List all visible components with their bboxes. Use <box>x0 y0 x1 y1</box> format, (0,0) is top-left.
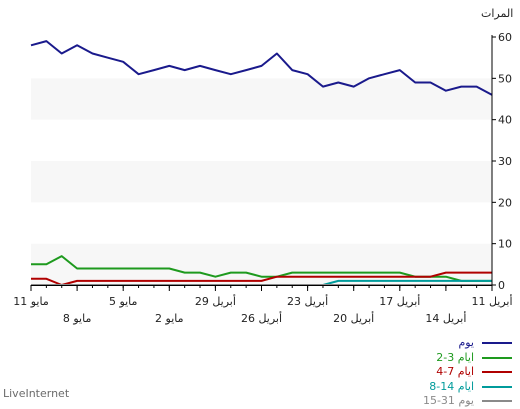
plot-band <box>31 243 492 285</box>
x-tick-label: 23 أبريل <box>287 294 328 308</box>
legend-item: 2-3 ايام <box>423 351 512 366</box>
legend-label: يوم <box>458 336 474 349</box>
legend-label: 4-7 ايام <box>436 365 474 378</box>
plot-band <box>31 202 492 244</box>
x-tick-label: 29 أبريل <box>195 294 236 308</box>
x-tick-label: 11 مايو <box>13 295 49 308</box>
legend-label: 15-31 يوم <box>422 394 474 407</box>
legend-swatch <box>482 356 512 359</box>
x-tick-label: 5 مايو <box>109 295 138 308</box>
legend-swatch <box>482 400 512 403</box>
series-line <box>30 40 493 96</box>
legend-label: 8-14 ايام <box>429 379 474 393</box>
plot-background <box>31 37 492 285</box>
line-chart: 0 10 20 30 40 50 60 11 مايو 5 مايو 29 أبريل 23 أبر… <box>13 7 513 325</box>
plot-band <box>31 37 492 79</box>
legend-item: 4-7 ايام <box>423 365 512 380</box>
legend: يوم 2-3 ايام 4-7 ايام 8-14 ايام 15-31 يوم <box>423 336 512 409</box>
y-tick-label: 20 <box>498 196 512 209</box>
legend-swatch <box>482 385 512 388</box>
legend-item: 15-31 يوم <box>423 394 512 409</box>
plot-band <box>31 78 492 120</box>
x-tick-label: 14 أبريل <box>425 311 466 325</box>
brand-logo: LiveInternet <box>3 387 70 400</box>
y-axis-title: المرات <box>481 7 513 20</box>
series-line <box>31 271 492 286</box>
y-tick-label: 10 <box>498 238 512 251</box>
x-tick-label: 26 أبريل <box>241 311 282 325</box>
y-tick-label: 30 <box>498 155 512 168</box>
legend-swatch <box>482 342 512 345</box>
x-tick-label: 2 مايو <box>155 312 184 325</box>
x-tick-label: 8 مايو <box>63 312 92 325</box>
x-tick-label: 11 أبريل <box>471 294 512 308</box>
y-tick-label: 50 <box>498 72 512 85</box>
legend-label: 2-3 ايام <box>436 350 474 364</box>
y-tick-label: 60 <box>498 31 512 44</box>
plot-band <box>31 161 492 203</box>
legend-item: 8-14 ايام <box>423 380 512 395</box>
legend-item: يوم <box>423 336 512 351</box>
axes-layer: 0 10 20 30 40 50 60 11 مايو 5 مايو 29 أبريل 23 أبر… <box>13 31 512 325</box>
x-tick-label: 17 أبريل <box>379 294 420 308</box>
legend-swatch <box>482 371 512 374</box>
y-tick-label: 0 <box>498 279 505 292</box>
x-tick-label: 20 أبريل <box>333 311 374 325</box>
y-tick-label: 40 <box>498 114 512 127</box>
plot-band <box>31 119 492 161</box>
